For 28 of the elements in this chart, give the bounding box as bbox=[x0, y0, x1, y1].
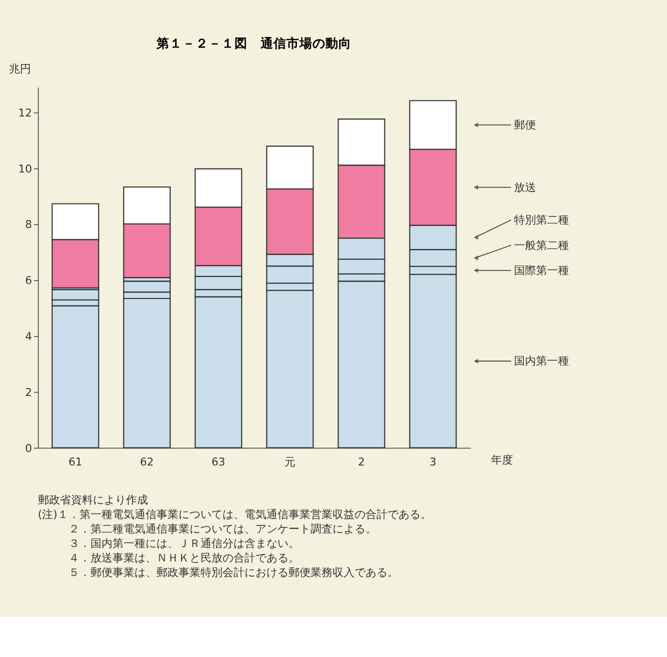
text: (注)１．第一種電気通信事業については、電気通信事業営業収益の合計である。 bbox=[38, 508, 432, 522]
x-tick-label: 62 bbox=[140, 455, 154, 468]
chart-title: 第１－２－１図 通信市場の動向 bbox=[156, 36, 352, 51]
text: ２．第二種電気通信事業については、アンケート調査による。 bbox=[68, 522, 377, 536]
text: 国際第一種 bbox=[514, 264, 569, 278]
y-tick-label: 10 bbox=[18, 162, 32, 176]
text: 一般第二種 bbox=[514, 238, 569, 252]
x-tick-label: 61 bbox=[68, 455, 82, 468]
text: 郵便 bbox=[514, 118, 536, 132]
text: 郵政省資料により作成 bbox=[38, 494, 148, 507]
x-tick-label: 元 bbox=[284, 455, 296, 468]
y-tick-label: 4 bbox=[25, 330, 32, 344]
x-tick-label: 3 bbox=[430, 455, 436, 468]
text: ５．郵便事業は、郵政事業特別会計における郵便業務収入である。 bbox=[68, 566, 399, 579]
text: 放送 bbox=[514, 180, 536, 194]
y-tick-label: 8 bbox=[25, 218, 32, 232]
text: 国内第一種 bbox=[514, 354, 569, 368]
y-tick-label: 0 bbox=[25, 442, 32, 455]
y-axis-title: 兆円 bbox=[9, 62, 32, 76]
x-tick-label: 63 bbox=[212, 455, 226, 468]
y-tick-label: 6 bbox=[25, 274, 32, 288]
y-tick-label: 2 bbox=[25, 386, 32, 399]
x-tick-label: 2 bbox=[358, 455, 365, 468]
x-axis-title: 年度 bbox=[490, 454, 513, 467]
text: ４．放送事業は、ＮＨＫと民放の合計である。 bbox=[68, 551, 300, 564]
text: 特別第二種 bbox=[514, 214, 569, 227]
text: ３．国内第一種には、ＪＲ通信分は含まない。 bbox=[68, 536, 300, 550]
y-tick-label: 12 bbox=[18, 106, 32, 120]
